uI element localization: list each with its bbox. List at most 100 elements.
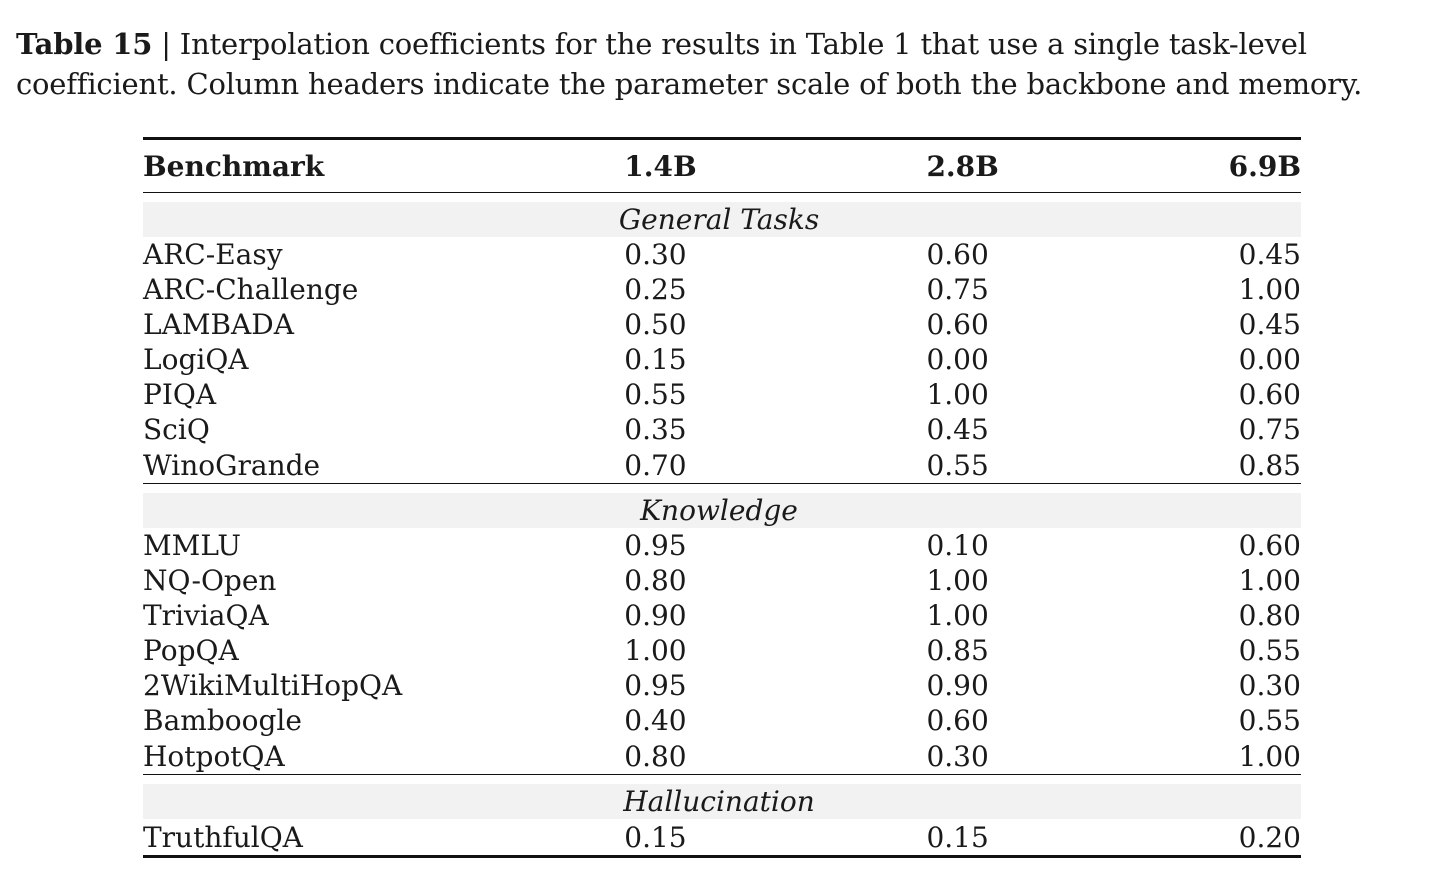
cell-1-4b: 0.35 [624, 413, 687, 446]
cell-benchmark: LAMBADA [143, 308, 294, 341]
cell-2-8b: 0.60 [926, 308, 989, 341]
cell-1-4b: 0.30 [624, 238, 687, 271]
table-header: Benchmark 1.4B 2.8B 6.9B [143, 138, 1301, 193]
cell-2-8b: 1.00 [926, 599, 989, 632]
cell-1-4b: 0.15 [624, 820, 687, 854]
cell-6-9b: 0.00 [1238, 343, 1301, 376]
cell-1-4b: 0.40 [624, 704, 687, 737]
cell-6-9b: 0.45 [1238, 238, 1301, 271]
header-6-9b: 6.9B [1228, 149, 1301, 183]
cell-1-4b: 1.00 [624, 634, 687, 667]
cell-2-8b: 0.15 [926, 820, 989, 854]
coefficients-table-container: Benchmark 1.4B 2.8B 6.9B General Tasks AR… [143, 137, 1301, 858]
table-caption: Table 15 | Interpolation coefficients fo… [16, 24, 1441, 104]
table-row: Bamboogle 0.40 0.60 0.55 [143, 703, 1301, 738]
section-header-row: Hallucination [143, 784, 1301, 819]
cell-6-9b: 0.60 [1238, 378, 1301, 411]
caption-text: | Interpolation coefficients for the res… [16, 27, 1363, 101]
section-spacer-cell [143, 193, 1301, 203]
cell-1-4b: 0.15 [624, 343, 687, 376]
cell-benchmark: SciQ [143, 413, 210, 446]
cell-1-4b: 0.95 [624, 529, 687, 562]
cell-benchmark: PIQA [143, 378, 217, 411]
table-row: PIQA 0.55 1.00 0.60 [143, 377, 1301, 412]
cell-benchmark: MMLU [143, 529, 241, 562]
header-1-4b: 1.4B [624, 149, 697, 183]
section-title-cell: Hallucination [143, 784, 1301, 819]
header-row: Benchmark 1.4B 2.8B 6.9B [143, 138, 1301, 193]
table-row: PopQA 1.00 0.85 0.55 [143, 633, 1301, 668]
section-title: General Tasks [618, 203, 820, 236]
cell-2-8b: 1.00 [926, 564, 989, 597]
table-row: ARC-Easy 0.30 0.60 0.45 [143, 237, 1301, 272]
header-2-8b: 2.8B [926, 149, 999, 183]
cell-6-9b: 0.80 [1238, 599, 1301, 632]
cell-2-8b: 0.30 [926, 739, 989, 773]
cell-2-8b: 0.90 [926, 669, 989, 702]
cell-6-9b: 0.30 [1238, 669, 1301, 702]
cell-benchmark: TriviaQA [143, 599, 269, 632]
cell-1-4b: 0.95 [624, 669, 687, 702]
cell-6-9b: 1.00 [1238, 739, 1301, 773]
cell-6-9b: 0.55 [1238, 704, 1301, 737]
table-row: ARC-Challenge 0.25 0.75 1.00 [143, 272, 1301, 307]
cell-benchmark: ARC-Challenge [143, 273, 359, 306]
cell-6-9b: 0.60 [1238, 529, 1301, 562]
table-row: LogiQA 0.15 0.00 0.00 [143, 342, 1301, 377]
cell-6-9b: 1.00 [1238, 273, 1301, 306]
section-spacer [143, 484, 1301, 494]
cell-benchmark: HotpotQA [143, 739, 285, 773]
cell-1-4b: 0.55 [624, 378, 687, 411]
section-group: General Tasks ARC-Easy 0.30 0.60 0.45 ARC-Cha… [143, 193, 1301, 484]
cell-1-4b: 0.80 [624, 564, 687, 597]
section-header-row: General Tasks [143, 202, 1301, 237]
section-group: Knowledge MMLU 0.95 0.10 0.60 NQ-Open 0.80 1.00… [143, 484, 1301, 775]
cell-benchmark: Bamboogle [143, 704, 302, 737]
cell-6-9b: 0.20 [1238, 820, 1301, 854]
cell-2-8b: 0.85 [926, 634, 989, 667]
table-row: SciQ 0.35 0.45 0.75 [143, 412, 1301, 447]
section-title: Hallucination [623, 785, 815, 818]
cell-2-8b: 0.00 [926, 343, 989, 376]
header-benchmark: Benchmark [143, 149, 325, 183]
cell-1-4b: 0.90 [624, 599, 687, 632]
cell-benchmark: PopQA [143, 634, 239, 667]
table-row: NQ-Open 0.80 1.00 1.00 [143, 563, 1301, 598]
coefficients-table: Benchmark 1.4B 2.8B 6.9B General Tasks AR… [143, 137, 1301, 858]
cell-benchmark: WinoGrande [143, 448, 321, 482]
section-title-cell: Knowledge [143, 493, 1301, 528]
cell-1-4b: 0.25 [624, 273, 687, 306]
section-group: Hallucination TruthfulQA 0.15 0.15 0.20 [143, 775, 1301, 857]
table-row: LAMBADA 0.50 0.60 0.45 [143, 307, 1301, 342]
table-row: HotpotQA 0.80 0.30 1.00 [143, 738, 1301, 775]
section-header-row: Knowledge [143, 493, 1301, 528]
cell-2-8b: 0.10 [926, 529, 989, 562]
cell-6-9b: 1.00 [1238, 564, 1301, 597]
table-row: TriviaQA 0.90 1.00 0.80 [143, 598, 1301, 633]
table-row: 2WikiMultiHopQA 0.95 0.90 0.30 [143, 668, 1301, 703]
cell-2-8b: 0.75 [926, 273, 989, 306]
section-spacer-cell [143, 775, 1301, 785]
cell-benchmark: NQ-Open [143, 564, 277, 597]
cell-benchmark: 2WikiMultiHopQA [143, 669, 403, 702]
section-title: Knowledge [640, 494, 798, 527]
cell-2-8b: 1.00 [926, 378, 989, 411]
section-title-cell: General Tasks [143, 202, 1301, 237]
cell-2-8b: 0.55 [926, 448, 989, 482]
cell-2-8b: 0.45 [926, 413, 989, 446]
table-row: WinoGrande 0.70 0.55 0.85 [143, 447, 1301, 484]
cell-2-8b: 0.60 [926, 238, 989, 271]
cell-6-9b: 0.85 [1238, 448, 1301, 482]
cell-benchmark: LogiQA [143, 343, 249, 376]
section-spacer [143, 193, 1301, 203]
cell-6-9b: 0.45 [1238, 308, 1301, 341]
cell-1-4b: 0.80 [624, 739, 687, 773]
caption-label: Table 15 [16, 27, 153, 61]
cell-6-9b: 0.75 [1238, 413, 1301, 446]
cell-1-4b: 0.70 [624, 448, 687, 482]
section-spacer [143, 775, 1301, 785]
cell-2-8b: 0.60 [926, 704, 989, 737]
section-spacer-cell [143, 484, 1301, 494]
table-row: MMLU 0.95 0.10 0.60 [143, 528, 1301, 563]
cell-6-9b: 0.55 [1238, 634, 1301, 667]
